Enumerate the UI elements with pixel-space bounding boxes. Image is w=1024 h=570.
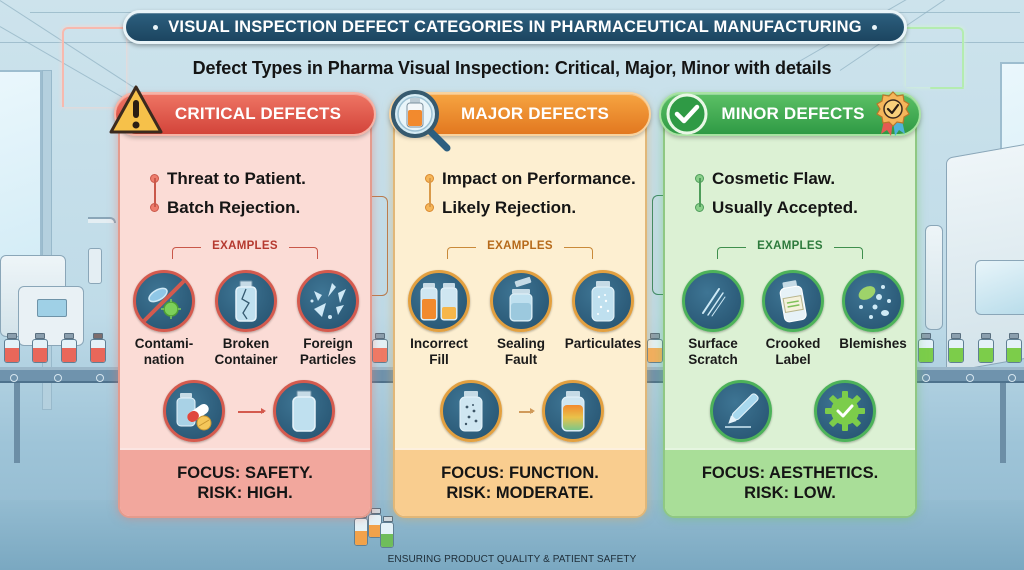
risk-text: RISK: MODERATE. — [446, 484, 594, 502]
main-title: VISUAL INSPECTION DEFECT CATEGORIES IN P… — [168, 17, 862, 36]
panel-title: MAJOR DEFECTS — [460, 104, 610, 123]
example-empty-vial: Empty Vial — [262, 380, 346, 468]
bullet-dot-icon — [871, 24, 877, 30]
bullet-dot-icon — [153, 24, 159, 30]
wrong-product-icon — [163, 380, 225, 442]
example-incorrect-fill: Incorrect Fill — [397, 270, 481, 368]
particulates-dark-icon — [440, 380, 502, 442]
bullet-item: Batch Rejection. — [150, 193, 306, 222]
contamination-icon — [133, 270, 195, 332]
magnifier-vial-icon — [389, 88, 457, 154]
conveyor-right — [912, 367, 1024, 383]
major-defects-panel: Impact on Performance. Likely Rejection.… — [389, 90, 651, 518]
examples-label: EXAMPLES — [757, 240, 823, 252]
example-sealing-fault: Sealing Fault — [479, 270, 563, 368]
bullet-item: Likely Rejection. — [425, 193, 636, 222]
focus-risk-box: FOCUS: SAFETY. RISK: HIGH. — [120, 448, 370, 516]
example-blemishes: Blemishes — [831, 270, 915, 352]
subtitle: Defect Types in Pharma Visual Inspection… — [192, 58, 832, 78]
scratch-icon — [682, 270, 744, 332]
incorrect-fill-icon — [408, 270, 470, 332]
crooked-label-icon — [762, 270, 824, 332]
unstable-product-icon — [542, 380, 604, 442]
focus-text: FOCUS: SAFETY. — [177, 464, 313, 482]
bullet-item: Impact on Performance. — [425, 164, 636, 193]
bullet-item: Threat to Patient. — [150, 164, 306, 193]
gear-check-icon — [814, 380, 876, 442]
award-ribbon-icon — [873, 90, 913, 138]
example-ink-smudge: Ink Smudge — [699, 380, 783, 468]
particulates-icon — [572, 270, 634, 332]
example-foreign-particles: Foreign Particles — [286, 270, 370, 368]
conveyor-left — [0, 367, 120, 383]
examples-label: EXAMPLES — [487, 240, 553, 252]
example-crooked-label: Crooked Label — [751, 270, 835, 368]
focus-text: FOCUS: AESTHETICS. — [701, 464, 879, 482]
blemishes-icon — [842, 270, 904, 332]
broken-vial-icon — [215, 270, 277, 332]
arrow-icon — [519, 408, 535, 414]
risk-text: RISK: HIGH. — [197, 484, 293, 502]
example-particulates: Particulates — [561, 270, 645, 352]
main-title-banner: VISUAL INSPECTION DEFECT CATEGORIES IN P… — [123, 10, 907, 44]
focus-risk-box: FOCUS: AESTHETICS. RISK: LOW. — [665, 448, 915, 516]
focus-text: FOCUS: FUNCTION. — [441, 464, 599, 482]
pen-icon — [710, 380, 772, 442]
checkmark-icon — [665, 92, 709, 136]
risk-text: RISK: LOW. — [744, 484, 836, 502]
example-broken-container: Broken Container — [204, 270, 288, 368]
minor-defects-panel: Cosmetic Flaw. Usually Accepted. EXAMPLE… — [659, 91, 921, 518]
examples-label: EXAMPLES — [212, 240, 278, 252]
critical-defects-panel: Threat to Patient. Batch Rejection. EXAM… — [109, 85, 376, 518]
example-contamination: Contami-nation — [122, 270, 206, 368]
panel-title: MINOR DEFECTS — [721, 104, 865, 123]
arrow-icon — [238, 408, 266, 414]
footer-tagline: ENSURING PRODUCT QUALITY & PATIENT SAFET… — [387, 554, 637, 565]
bullet-item: Usually Accepted. — [695, 193, 858, 222]
foreign-particles-icon — [297, 270, 359, 332]
critical-defects-header: CRITICAL DEFECTS — [114, 92, 376, 136]
focus-risk-box: FOCUS: FUNCTION. RISK: MODERATE. — [395, 448, 645, 516]
sealing-fault-icon — [490, 270, 552, 332]
bullet-item: Cosmetic Flaw. — [695, 164, 858, 193]
warning-triangle-icon — [108, 84, 164, 136]
example-surface-scratch: Surface Scratch — [671, 270, 755, 368]
empty-vial-icon — [273, 380, 335, 442]
panel-title: CRITICAL DEFECTS — [174, 104, 342, 123]
